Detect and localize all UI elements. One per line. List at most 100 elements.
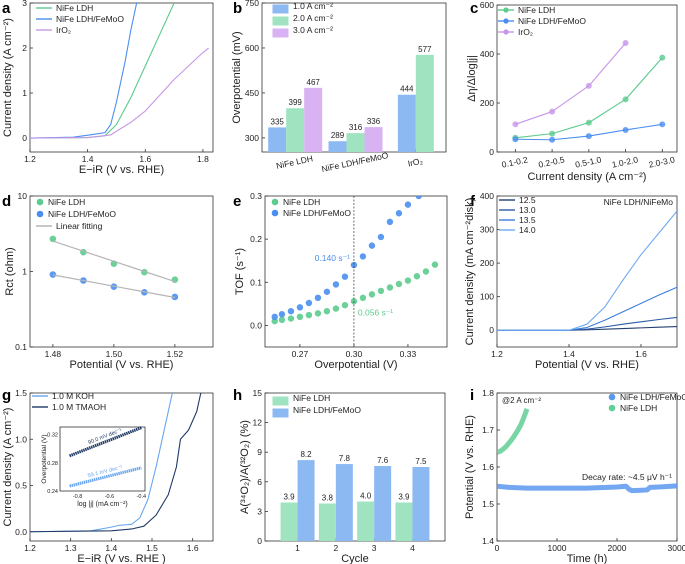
bar-value-label: 8.2 bbox=[300, 450, 312, 459]
x-tick-label: 1.8 bbox=[197, 154, 209, 164]
data-point bbox=[549, 130, 556, 137]
x-tick-label: 1.3 bbox=[65, 543, 77, 553]
data-point bbox=[341, 301, 349, 309]
data-point bbox=[323, 288, 331, 295]
data-point bbox=[386, 218, 394, 226]
y-axis-title: Overpotential (mV) bbox=[231, 31, 243, 123]
legend-swatch bbox=[271, 27, 290, 39]
y-tick-label: 9 bbox=[257, 447, 262, 457]
legend-label: NiFe LDH bbox=[293, 393, 330, 403]
x-tick-label: 3000 bbox=[668, 543, 685, 553]
inset-y-tick-label: 0.24 bbox=[47, 489, 58, 495]
series-layer bbox=[497, 408, 677, 494]
data-point bbox=[171, 276, 179, 283]
x-tick-label: NiFe LDH bbox=[275, 153, 314, 171]
y-tick-label: 600 bbox=[245, 43, 259, 53]
inset-x-tick-label: -0.6 bbox=[105, 494, 114, 500]
y-tick-label: 0.2 bbox=[250, 234, 262, 244]
x-tick-label: 1.0-2.0 bbox=[611, 154, 639, 169]
bar-value-label: 7.8 bbox=[339, 454, 351, 463]
x-tick-label: 1000 bbox=[548, 543, 567, 553]
data-point bbox=[395, 210, 403, 217]
legend-swatch bbox=[271, 3, 290, 15]
x-tick-label: 1.2 bbox=[24, 154, 36, 164]
series-layer bbox=[280, 460, 430, 541]
plot-frame bbox=[29, 392, 214, 542]
plot-frame bbox=[29, 2, 214, 153]
panel-label-i: i bbox=[470, 387, 474, 404]
bar bbox=[335, 464, 353, 541]
x-tick-label: 0.27 bbox=[292, 349, 309, 359]
inset-plot: -0.8 -0.6 -0.4 0.24 0.28 0.32 log |j| (mA cm⁻²… bbox=[41, 426, 146, 508]
bar bbox=[304, 87, 323, 152]
series-layer bbox=[268, 54, 434, 152]
data-point bbox=[296, 313, 304, 320]
y-tick-label: 15 bbox=[253, 388, 263, 398]
panel-label-f: f bbox=[470, 193, 476, 210]
data-point bbox=[404, 277, 412, 284]
x-tick-label: 0.1-0.2 bbox=[501, 154, 529, 169]
y-tick-label: 0.0 bbox=[15, 527, 27, 537]
legend-marker bbox=[608, 404, 616, 412]
panel-g: g1.2 1.3 1.4 1.5 1.60.00.51.01.5E−iR (V vs. … bbox=[2, 387, 214, 564]
bar bbox=[286, 108, 305, 152]
y-tick-label: 1.4 bbox=[482, 536, 494, 546]
data-point bbox=[341, 273, 349, 280]
data-point bbox=[359, 253, 367, 260]
y-axis-title: Rct (ohm) bbox=[4, 247, 16, 295]
data-point bbox=[314, 294, 322, 302]
x-tick-label: 0.33 bbox=[400, 349, 417, 359]
panel-i: i 0 1000 2000 3000 1.4 1.5 1.6 1.7 1.8 Time (h) Pot… bbox=[464, 387, 685, 564]
inset-y-tick-label: 0.32 bbox=[47, 433, 58, 439]
y-tick-label: 400 bbox=[480, 49, 494, 59]
y-axis-title: Current density (mA cm⁻²disk) bbox=[464, 198, 476, 346]
y-tick-label: 200 bbox=[480, 258, 494, 268]
inset-series-line bbox=[69, 466, 142, 488]
bar bbox=[357, 501, 375, 541]
data-point bbox=[332, 305, 340, 312]
bar bbox=[395, 502, 413, 541]
data-point bbox=[585, 133, 592, 140]
panel-c: c 0.1-0.2 0.2-0.5 0.5-1.0 1.0-2.0 2.0-3.0 0 200… bbox=[466, 0, 678, 183]
legend-marker bbox=[271, 209, 279, 217]
inset-x-axis-title: log |j| (mA cm⁻²) bbox=[77, 501, 128, 508]
data-point bbox=[368, 242, 376, 249]
x-tick-label: 1 bbox=[295, 543, 300, 553]
series-line bbox=[30, 393, 202, 533]
plot-frame bbox=[264, 392, 446, 542]
x-tick-label: 1.52 bbox=[167, 349, 184, 359]
panel-label-g: g bbox=[2, 387, 11, 404]
y-tick-label: 1.6 bbox=[482, 462, 494, 472]
bar-value-label: 3.9 bbox=[398, 493, 410, 502]
legend: 1.0 A cm⁻² 2.0 A cm⁻² 3.0 A cm⁻² bbox=[271, 1, 333, 39]
panel-e: e 0.27 0.30 0.33 0.0 0.1 0.2 0.3 Overpotential (… bbox=[233, 191, 448, 371]
data-point bbox=[413, 273, 421, 280]
condition-annotation: @2 A cm⁻² bbox=[502, 396, 541, 405]
data-point bbox=[271, 313, 278, 320]
x-tick-label: 0 bbox=[495, 543, 500, 553]
bar-value-label: 577 bbox=[418, 45, 432, 54]
data-point bbox=[622, 126, 629, 133]
y-tick-label: 1.5 bbox=[15, 388, 27, 398]
legend-label: 1.0 M TMAOH bbox=[52, 402, 106, 412]
data-point bbox=[368, 291, 376, 298]
data-point bbox=[278, 316, 286, 324]
y-tick-label: 0.1 bbox=[250, 277, 262, 287]
inset-frame bbox=[59, 426, 146, 492]
bar bbox=[415, 54, 434, 152]
linear-fit-line bbox=[52, 240, 176, 283]
inset-y-tick-label: 0.28 bbox=[47, 461, 58, 467]
data-point bbox=[549, 108, 556, 115]
data-point bbox=[49, 271, 57, 278]
x-tick-label: 2000 bbox=[608, 543, 627, 553]
bar bbox=[397, 94, 416, 152]
bar bbox=[280, 502, 298, 541]
data-point bbox=[287, 307, 295, 315]
legend-label: IrO₂ bbox=[56, 25, 71, 35]
bar-value-label: 4.0 bbox=[360, 492, 372, 501]
legend-label: 13.0 bbox=[519, 205, 536, 215]
panel-b: b NiFe LDH NiFe LDH/FeMoO IrO₂ 300 450 600 750 O… bbox=[231, 0, 447, 174]
